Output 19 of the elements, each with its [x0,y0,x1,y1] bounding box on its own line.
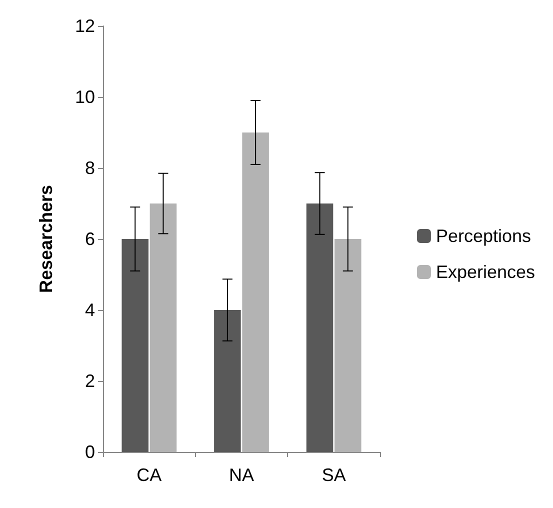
y-tick-label: 12 [74,16,95,36]
y-tick-label: 4 [84,300,95,320]
x-tick-label: CA [136,465,162,485]
x-tick-label: NA [228,465,254,485]
y-axis-title: Researchers [36,184,56,294]
bar [214,310,241,452]
y-tick-label: 2 [84,371,95,391]
y-tick-label: 10 [74,87,95,107]
x-tick-label: SA [322,465,346,485]
legend-label: Experiences [436,262,536,282]
y-tick-label: 0 [84,442,95,462]
bar [150,204,177,452]
bar [334,239,362,452]
bar [122,239,148,452]
legend-label: Perceptions [436,226,532,246]
bar [242,132,269,452]
bar [306,204,334,452]
y-tick-label: 8 [84,158,95,178]
y-tick-label: 6 [84,229,95,249]
